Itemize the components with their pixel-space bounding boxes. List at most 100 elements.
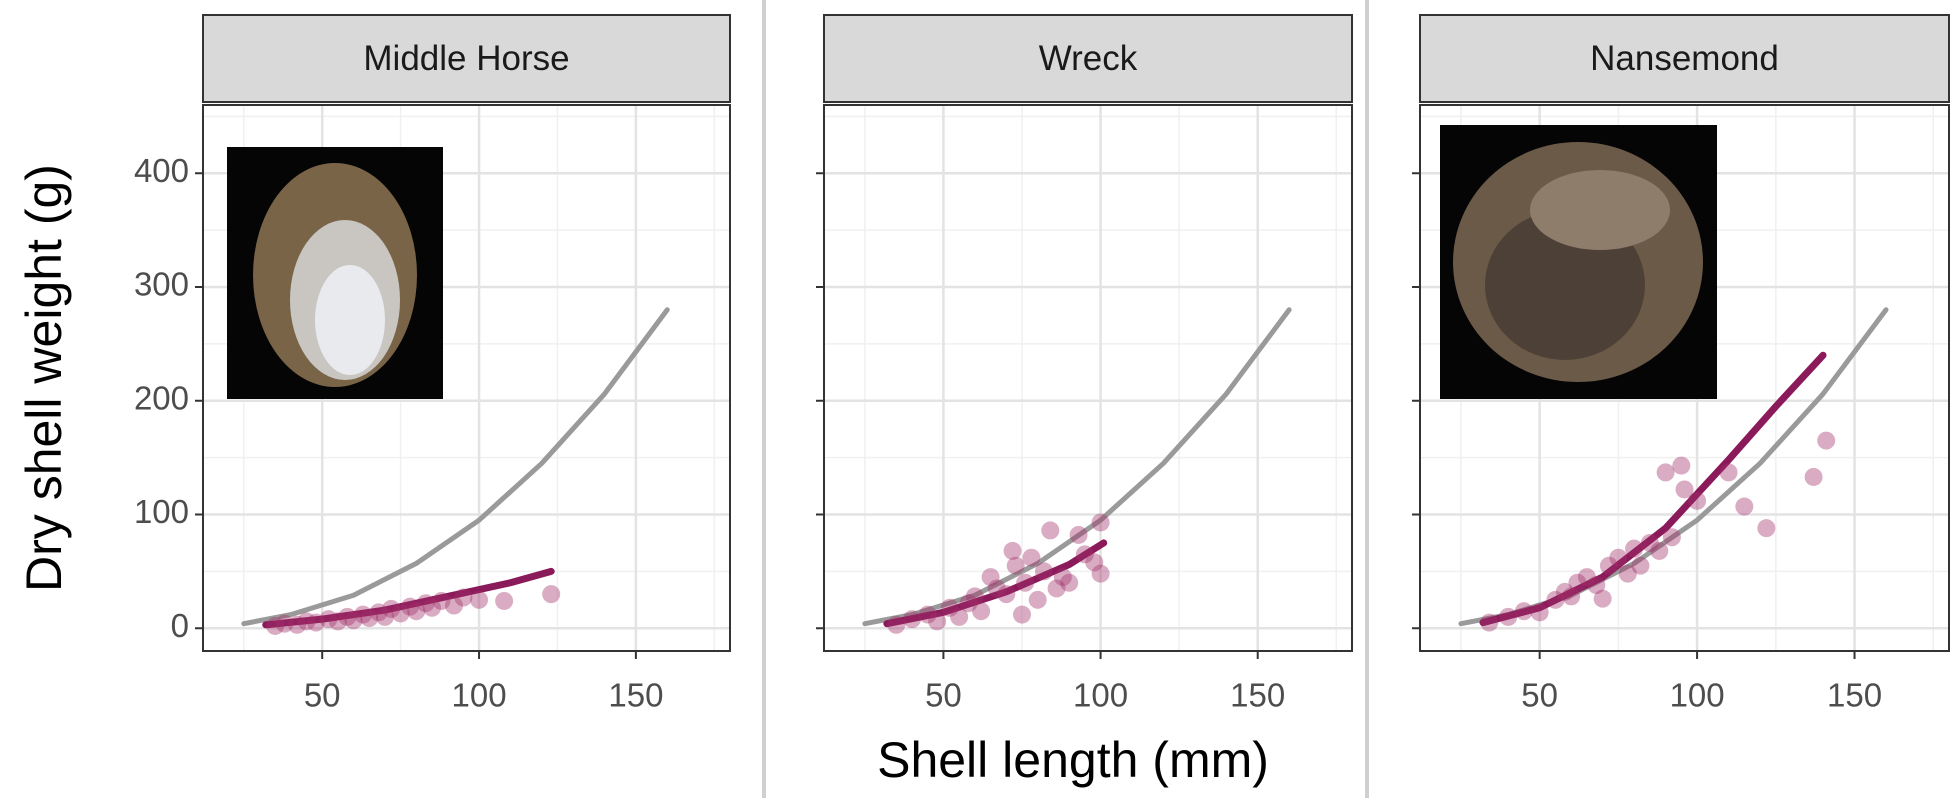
- data-point: [1675, 480, 1694, 499]
- data-point: [275, 614, 294, 633]
- data-point: [1091, 513, 1110, 532]
- y-tick-label: 100: [134, 493, 189, 530]
- data-point: [1480, 613, 1499, 632]
- data-point: [1656, 463, 1675, 482]
- data-point: [1499, 607, 1518, 626]
- data-point: [1016, 573, 1035, 592]
- data-point: [1562, 587, 1581, 606]
- panel-border: [202, 104, 731, 652]
- x-tick-label: 50: [304, 677, 341, 714]
- data-point: [266, 616, 285, 635]
- data-point: [1041, 521, 1060, 540]
- data-point: [1047, 579, 1066, 598]
- x-tick-label: 150: [608, 677, 663, 714]
- data-point: [1053, 568, 1072, 587]
- y-tick-label: 200: [134, 379, 189, 416]
- data-point: [288, 615, 307, 634]
- data-point: [950, 607, 969, 626]
- data-point: [903, 610, 921, 629]
- data-point: [1804, 467, 1823, 486]
- data-point: [432, 591, 451, 610]
- data-point: [1631, 556, 1650, 575]
- data-point: [1022, 548, 1041, 567]
- data-point: [1555, 582, 1574, 601]
- data-point: [444, 596, 463, 615]
- y-axis-label: Dry shell weight (g): [16, 164, 72, 592]
- x-tick-label: 100: [1073, 677, 1128, 714]
- data-point: [344, 611, 363, 630]
- data-point: [887, 615, 906, 634]
- strip-title: Nansemond: [1590, 39, 1779, 78]
- data-point: [401, 597, 420, 616]
- data-point: [959, 594, 978, 613]
- data-point: [369, 603, 388, 622]
- data-point: [542, 585, 561, 604]
- data-point: [1035, 562, 1053, 581]
- data-point: [1662, 528, 1681, 547]
- data-point: [1688, 491, 1707, 510]
- data-point: [972, 602, 991, 621]
- data-point: [306, 613, 325, 632]
- data-point: [1599, 556, 1618, 575]
- separator: [762, 0, 766, 798]
- data-point: [981, 568, 1000, 587]
- data-point: [382, 599, 401, 618]
- data-point: [353, 605, 372, 624]
- data-point: [1028, 590, 1047, 609]
- data-point: [1006, 556, 1025, 575]
- data-point: [918, 605, 937, 624]
- data-point: [407, 602, 426, 621]
- fit-line: [862, 307, 1292, 627]
- panel-border: [1419, 104, 1950, 652]
- data-point: [338, 607, 357, 626]
- strip-title: Wreck: [1039, 39, 1138, 78]
- x-tick-label: 150: [1230, 677, 1285, 714]
- data-point: [1003, 541, 1022, 560]
- data-point: [360, 609, 379, 628]
- data-point: [1625, 539, 1644, 558]
- data-point: [1091, 564, 1110, 583]
- data-point: [1735, 497, 1754, 516]
- panel-border: [823, 104, 1353, 652]
- data-point: [1546, 590, 1565, 609]
- strip: [202, 14, 731, 103]
- data-point: [470, 590, 489, 609]
- data-point: [1013, 605, 1031, 624]
- data-point: [1577, 568, 1596, 587]
- data-point: [1640, 533, 1659, 552]
- strip: [1419, 14, 1950, 103]
- data-point: [328, 612, 347, 631]
- fit-line: [1479, 351, 1827, 627]
- data-point: [1060, 573, 1079, 592]
- data-point: [1650, 541, 1669, 560]
- data-point: [375, 607, 394, 626]
- photo: [227, 147, 443, 399]
- data-point: [997, 585, 1016, 604]
- x-tick-label: 150: [1827, 677, 1882, 714]
- data-point: [940, 598, 959, 617]
- data-point: [422, 598, 441, 617]
- photo: [1440, 125, 1717, 399]
- data-point: [1609, 548, 1628, 567]
- data-point: [1618, 564, 1637, 583]
- data-point: [1530, 603, 1549, 622]
- data-point: [1593, 589, 1612, 608]
- data-point: [391, 604, 410, 623]
- data-point: [1514, 602, 1533, 621]
- x-tick-label: 50: [925, 677, 962, 714]
- data-point: [1672, 456, 1691, 475]
- x-tick-label: 100: [1670, 677, 1725, 714]
- fit-line: [883, 539, 1108, 628]
- strip-title: Middle Horse: [363, 39, 569, 78]
- data-point: [1719, 463, 1738, 482]
- fit-line: [262, 567, 555, 629]
- panel-background: [824, 105, 1352, 651]
- data-point: [928, 612, 947, 631]
- data-point: [495, 591, 514, 610]
- data-point: [1075, 545, 1094, 564]
- data-point: [965, 587, 984, 606]
- x-tick-label: 100: [452, 677, 507, 714]
- strip: [823, 14, 1353, 103]
- data-point: [1817, 431, 1836, 450]
- y-tick-label: 300: [134, 266, 189, 303]
